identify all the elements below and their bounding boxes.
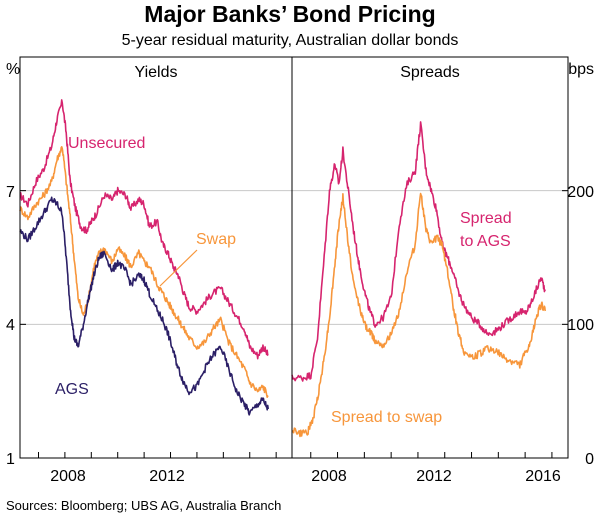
left-unit-label: % bbox=[6, 61, 20, 78]
right-series-spread-to-ags bbox=[291, 121, 546, 382]
chart-title: Major Banks’ Bond Pricing bbox=[144, 1, 435, 27]
left-xtick-label-2012: 2012 bbox=[149, 468, 185, 485]
yields-series-group bbox=[19, 99, 269, 416]
right-unit-label: bps bbox=[568, 61, 594, 78]
right-series-spread-to-swap bbox=[291, 192, 546, 438]
right-xtick-label-2008: 2008 bbox=[311, 468, 347, 485]
panel-title-yields: Yields bbox=[135, 64, 178, 81]
axis-ticks bbox=[20, 190, 568, 459]
left-ytick-label-7: 7 bbox=[6, 184, 15, 201]
annotation-swap: Swap bbox=[196, 231, 236, 248]
right-ytick-label-0: 0 bbox=[585, 451, 594, 468]
right-ytick-label-200: 200 bbox=[567, 184, 594, 201]
right-xtick-label-2016: 2016 bbox=[525, 468, 561, 485]
left-series-ags bbox=[19, 196, 269, 416]
right-xtick-label-2012: 2012 bbox=[416, 468, 452, 485]
right-ytick-label-100: 100 bbox=[567, 317, 594, 334]
annotation-spread-to-ags-line1: Spread bbox=[460, 210, 512, 227]
source-note: Sources: Bloomberg; UBS AG, Australia Br… bbox=[6, 498, 281, 513]
left-series-swap bbox=[19, 146, 269, 398]
left-series-unsecured bbox=[19, 99, 269, 360]
left-xtick-label-2008: 2008 bbox=[50, 468, 86, 485]
annotation-ags: AGS bbox=[55, 381, 89, 398]
chart-subtitle: 5-year residual maturity, Australian dol… bbox=[122, 32, 459, 49]
annotation-spread-to-swap: Spread to swap bbox=[331, 409, 442, 426]
panel-title-spreads: Spreads bbox=[400, 64, 460, 81]
annotation-unsecured: Unsecured bbox=[68, 135, 145, 152]
annotation-swap-pointer bbox=[159, 249, 198, 287]
annotation-spread-to-ags-line2: to AGS bbox=[460, 233, 511, 250]
spreads-series-group bbox=[291, 121, 546, 438]
plot-frame bbox=[19, 56, 569, 459]
left-ytick-label-1: 1 bbox=[6, 451, 15, 468]
left-ytick-label-4: 4 bbox=[6, 317, 15, 334]
